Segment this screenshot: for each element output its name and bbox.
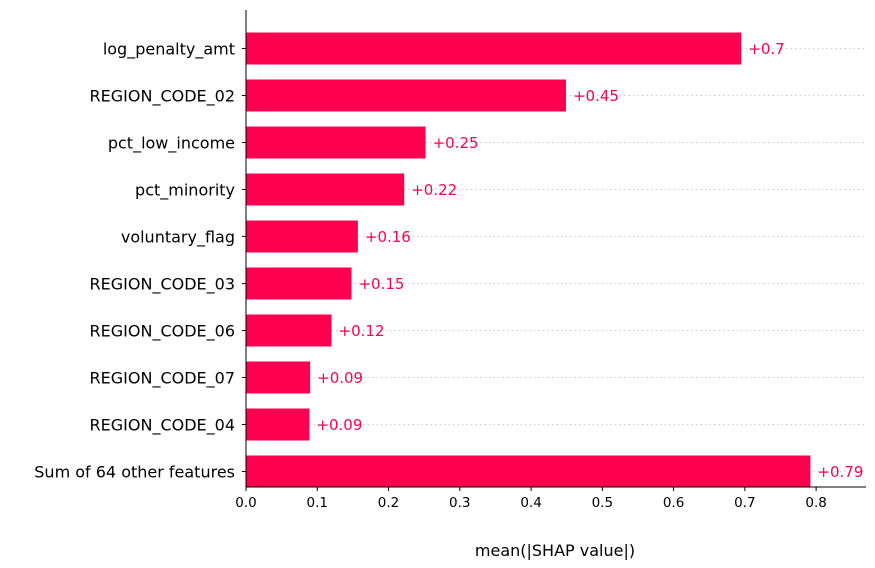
x-tick-label: 0.4 (520, 495, 541, 511)
feature-label: log_penalty_amt (103, 40, 235, 60)
x-axis-title: mean(|SHAP value|) (475, 541, 635, 560)
value-label: +0.09 (317, 369, 363, 387)
bar (246, 314, 332, 347)
value-label: +0.22 (411, 181, 457, 199)
x-tick-label: 0.1 (307, 495, 328, 511)
value-label: +0.12 (339, 322, 385, 340)
bar (246, 126, 426, 159)
bar (246, 408, 310, 441)
x-tick-label: 0.5 (592, 495, 613, 511)
value-label: +0.09 (316, 416, 362, 434)
x-tick-label: 0.6 (663, 495, 684, 511)
value-label: +0.7 (748, 40, 784, 58)
value-label: +0.79 (817, 463, 863, 481)
bar (246, 32, 742, 65)
bar (246, 361, 311, 394)
feature-label: Sum of 64 other features (34, 463, 235, 482)
value-label: +0.15 (358, 275, 404, 293)
value-label: +0.45 (573, 87, 619, 105)
bar (246, 267, 352, 300)
bar (246, 220, 358, 253)
feature-label: voluntary_flag (121, 228, 235, 248)
feature-label: REGION_CODE_07 (90, 369, 235, 389)
x-tick-label: 0.8 (805, 495, 826, 511)
bar (246, 455, 811, 488)
bar (246, 173, 405, 206)
bar (246, 79, 566, 112)
value-label: +0.25 (433, 134, 479, 152)
value-label: +0.16 (365, 228, 411, 246)
axes: 0.0 0.1 0.2 0.3 0.4 0.5 0.6 0.7 0.8 (235, 10, 866, 511)
feature-label: pct_low_income (108, 134, 235, 154)
bars (246, 32, 811, 488)
feature-label: REGION_CODE_04 (90, 416, 235, 436)
feature-label: pct_minority (135, 181, 235, 201)
feature-label: REGION_CODE_03 (90, 275, 235, 295)
value-labels: +0.7 +0.45 +0.25 +0.22 +0.16 +0.15 +0.12 +0.09 +… (316, 40, 863, 481)
feature-label: REGION_CODE_02 (90, 87, 235, 107)
x-tick-label: 0.3 (449, 495, 470, 511)
feature-labels: log_penalty_amt REGION_CODE_02 pct_low_inc… (34, 40, 235, 482)
feature-label: REGION_CODE_06 (90, 322, 235, 342)
x-tick-label: 0.7 (734, 495, 755, 511)
x-tick-label: 0.2 (378, 495, 399, 511)
x-tick-label: 0.0 (235, 495, 256, 511)
row-gridlines (246, 48, 866, 472)
